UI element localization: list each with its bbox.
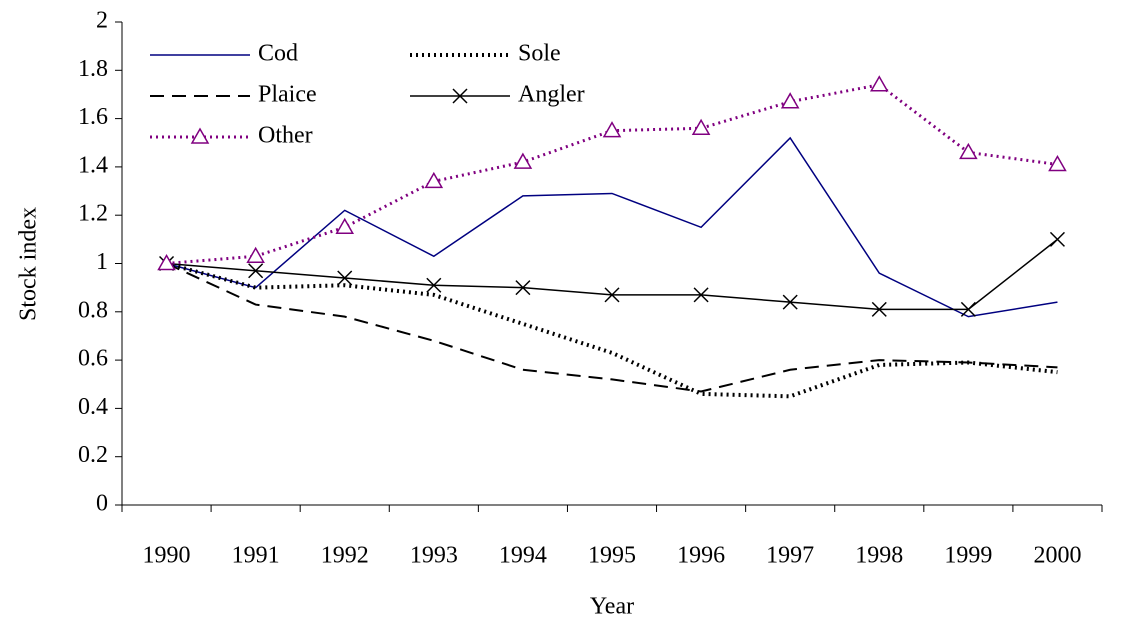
marker [780, 92, 800, 109]
marker [871, 301, 887, 317]
legend-marker [190, 127, 210, 144]
marker [869, 75, 889, 92]
x-axis-label: Year [590, 594, 634, 620]
marker [426, 277, 442, 293]
marker [157, 253, 176, 271]
marker [515, 280, 531, 296]
marker [693, 287, 709, 303]
x-tick-label: 1998 [855, 543, 903, 569]
marker [691, 118, 711, 136]
x-tick-label: 1996 [677, 543, 725, 569]
marker [424, 171, 444, 189]
marker [335, 217, 355, 235]
marker [1048, 154, 1067, 172]
legend-label: Other [258, 123, 313, 149]
y-tick-label: 0.8 [78, 297, 108, 323]
legend-marker [452, 88, 468, 104]
legend-label: Angler [518, 82, 585, 108]
legend-label: Cod [258, 41, 298, 67]
line [166, 136, 1058, 318]
y-tick-label: 1.2 [78, 201, 108, 227]
marker [1049, 231, 1065, 247]
y-tick-label: 0.4 [78, 394, 108, 420]
y-tick-label: 1.6 [78, 104, 108, 130]
x-tick-label: 1995 [588, 543, 636, 569]
marker [604, 287, 620, 303]
y-axis-label: Stock index [16, 207, 42, 321]
x-tick-label: 1991 [232, 543, 280, 569]
legend-label: Plaice [258, 82, 317, 108]
line [166, 83, 1058, 265]
line [166, 262, 1058, 393]
y-tick-label: 1.8 [78, 56, 108, 82]
legend-label: Sole [518, 41, 561, 67]
y-tick-label: 2 [96, 8, 108, 34]
y-tick-label: 1 [96, 249, 108, 275]
x-tick-label: 2000 [1033, 543, 1081, 569]
x-tick-label: 1992 [321, 543, 369, 569]
marker [337, 270, 353, 286]
y-tick-label: 0.6 [78, 346, 108, 372]
y-tick-label: 0 [96, 491, 108, 517]
x-tick-label: 1999 [944, 543, 992, 569]
line [166, 261, 1058, 399]
x-tick-label: 1993 [410, 543, 458, 569]
y-tick-label: 0.2 [78, 442, 108, 468]
x-tick-label: 1994 [499, 543, 547, 569]
y-tick-label: 1.4 [78, 152, 108, 178]
marker [513, 152, 533, 169]
x-tick-label: 1997 [766, 543, 814, 569]
marker [960, 301, 976, 317]
marker [246, 246, 265, 264]
marker [782, 294, 798, 310]
marker [248, 263, 264, 279]
marker [959, 142, 978, 160]
marker [602, 121, 622, 138]
x-tick-label: 1990 [143, 543, 191, 569]
